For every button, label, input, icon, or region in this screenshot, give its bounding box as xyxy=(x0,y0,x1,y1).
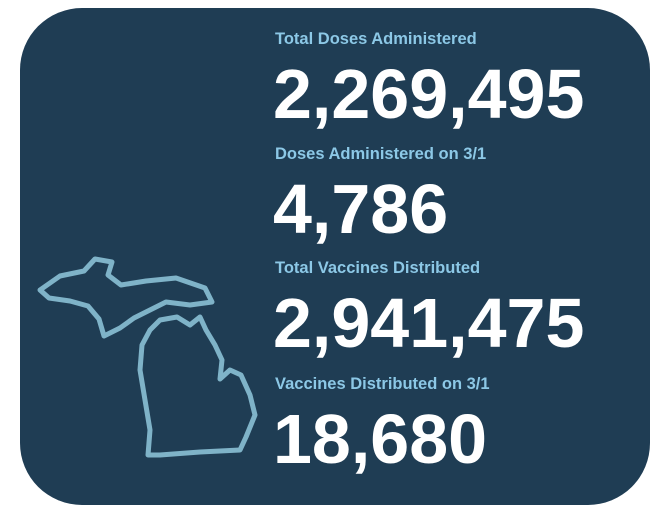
stat-label: Total Doses Administered xyxy=(275,30,477,48)
stat-value: 4,786 xyxy=(273,170,448,248)
stat-value: 2,269,495 xyxy=(273,55,584,133)
stat-label: Doses Administered on 3/1 xyxy=(275,145,486,163)
card xyxy=(20,8,650,505)
stat-value: 18,680 xyxy=(273,400,487,478)
michigan-outline xyxy=(37,256,258,458)
stat-label: Total Vaccines Distributed xyxy=(275,259,480,277)
stat-label: Vaccines Distributed on 3/1 xyxy=(275,375,490,393)
stat-value: 2,941,475 xyxy=(273,284,584,362)
